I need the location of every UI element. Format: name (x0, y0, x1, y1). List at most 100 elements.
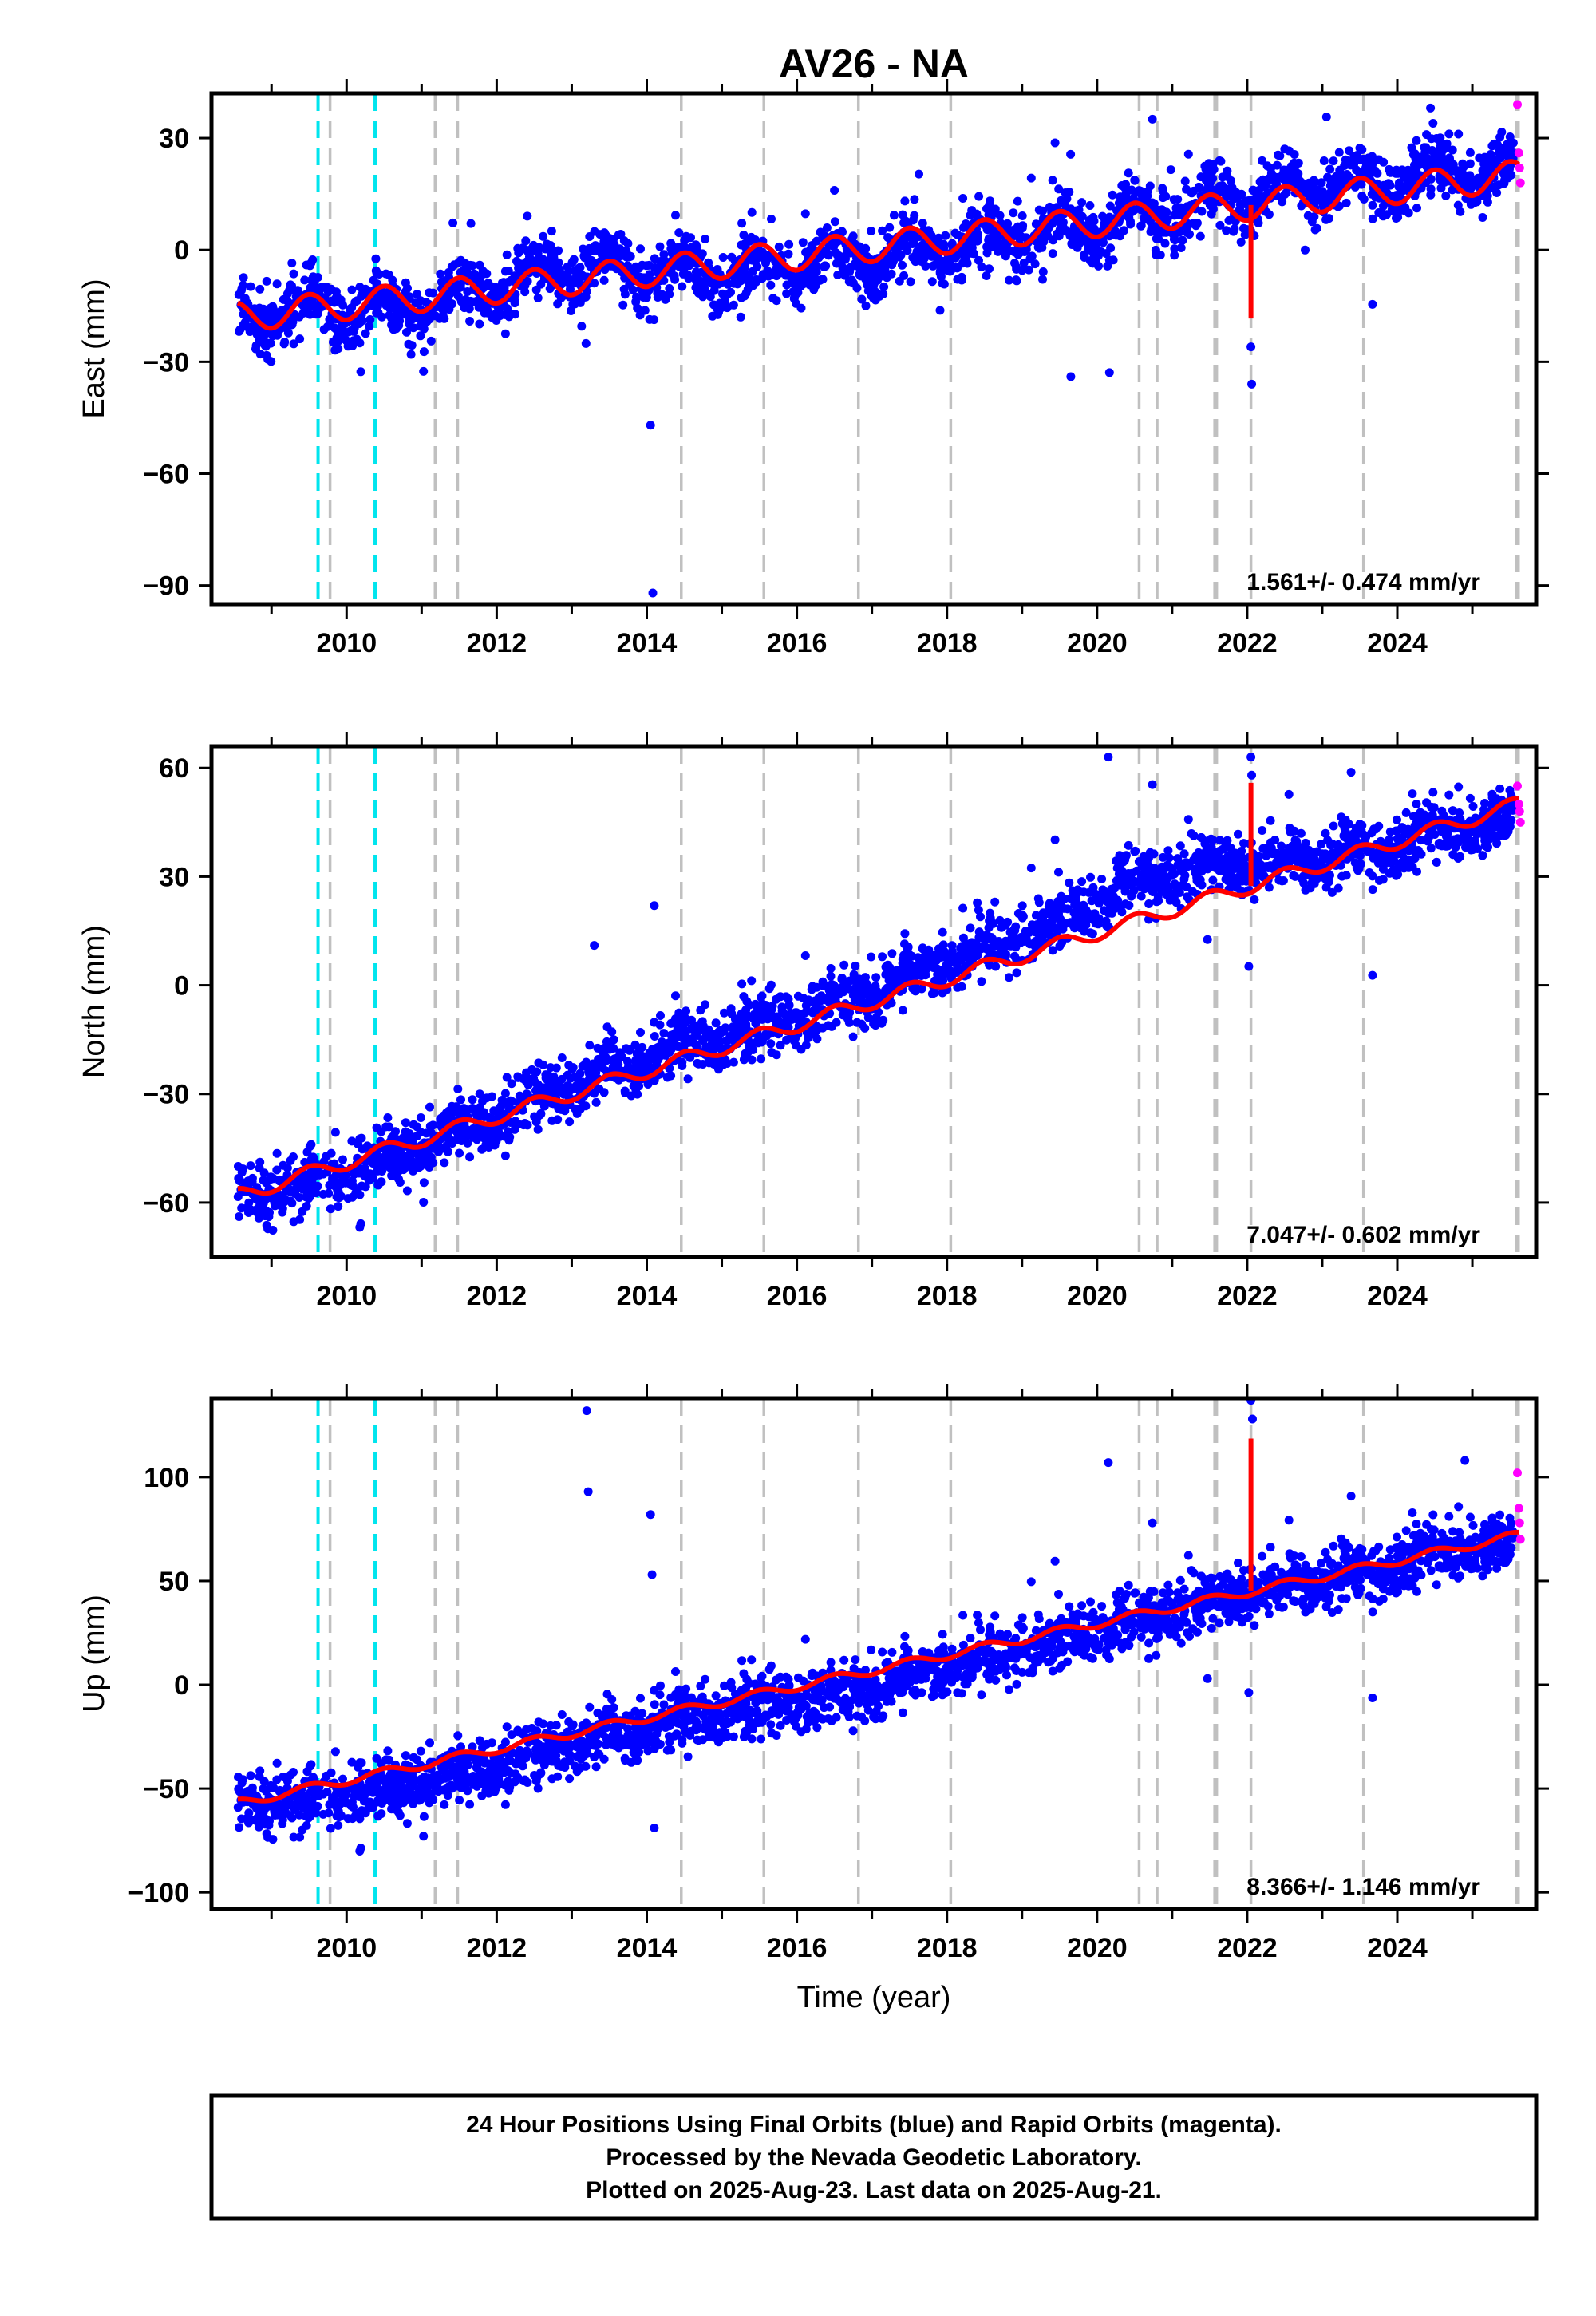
east-final-orbit-point (1444, 129, 1454, 139)
north-final-orbit-point (1404, 824, 1412, 834)
east-final-orbit-point (463, 287, 472, 296)
north-final-orbit-point (1384, 839, 1393, 848)
north-final-orbit-point (409, 1166, 418, 1176)
east-final-orbit-point (1013, 196, 1022, 206)
east-final-orbit-point (659, 250, 669, 259)
east-final-orbit-point (900, 196, 910, 206)
east-final-orbit-point (421, 298, 431, 307)
east-final-orbit-point (1340, 161, 1349, 170)
east-final-orbit-point (1116, 231, 1125, 241)
north-final-orbit-point (1005, 973, 1013, 982)
east-final-orbit-point (1319, 156, 1329, 165)
east-y-tick-label: −60 (143, 459, 189, 489)
east-final-orbit-point (713, 305, 722, 314)
east-final-orbit-point (338, 322, 347, 331)
east-final-orbit-point (938, 279, 947, 288)
north-final-orbit-point (1003, 917, 1013, 927)
east-final-orbit-point (990, 240, 999, 250)
north-final-orbit-point (729, 1057, 738, 1067)
east-final-orbit-point (1183, 149, 1193, 159)
north-final-orbit-point (461, 1132, 471, 1142)
east-final-orbit-point (1048, 249, 1057, 259)
east-x-tick-label: 2010 (316, 628, 377, 658)
east-final-orbit-point (852, 283, 862, 293)
east-final-orbit-point (551, 247, 561, 256)
north-final-orbit-point (701, 1042, 711, 1052)
east-final-orbit-point (869, 294, 879, 303)
north-final-orbit-point (666, 1071, 676, 1081)
north-final-orbit-point (1301, 838, 1310, 848)
east-final-orbit-point (347, 285, 357, 294)
north-final-orbit-point (1086, 872, 1095, 882)
north-final-orbit-point (976, 912, 985, 922)
north-final-orbit-point (1158, 852, 1167, 862)
north-final-orbit-point (1018, 911, 1028, 920)
east-outlier-point (1246, 342, 1256, 352)
north-final-orbit-point (1037, 937, 1047, 946)
east-final-orbit-point (637, 291, 646, 301)
east-final-orbit-point (1482, 160, 1491, 170)
east-final-orbit-point (816, 275, 824, 285)
east-final-orbit-point (968, 237, 978, 247)
east-final-orbit-point (873, 263, 883, 273)
north-final-orbit-point (1238, 875, 1246, 885)
north-final-orbit-point (1368, 871, 1377, 881)
east-final-orbit-point (1394, 191, 1404, 200)
north-final-orbit-point (1378, 864, 1388, 874)
north-final-orbit-point (630, 1057, 640, 1066)
east-final-orbit-point (1088, 212, 1098, 222)
east-final-orbit-point (466, 219, 476, 228)
east-final-orbit-point (405, 292, 414, 302)
east-final-orbit-point (610, 252, 619, 261)
east-final-orbit-point (1170, 244, 1179, 254)
east-final-orbit-point (620, 290, 630, 299)
north-final-orbit-point (1244, 962, 1254, 971)
east-final-orbit-point (1124, 168, 1133, 178)
north-final-orbit-point (1346, 768, 1356, 777)
east-final-orbit-point (1505, 132, 1515, 141)
east-final-orbit-point (322, 322, 332, 331)
east-final-orbit-point (737, 219, 747, 228)
north-final-orbit-point (710, 1036, 719, 1045)
north-final-orbit-point (772, 1050, 781, 1060)
east-model-line (236, 159, 1521, 331)
east-final-orbit-point (1128, 205, 1137, 215)
east-final-orbit-point (1120, 183, 1130, 192)
north-plot-area (233, 746, 1525, 1257)
north-final-orbit-point (908, 984, 918, 994)
north-final-orbit-point (1195, 856, 1204, 865)
north-final-orbit-point (429, 1120, 438, 1130)
east-final-orbit-point (444, 299, 454, 309)
east-final-orbit-point (599, 275, 609, 285)
east-final-orbit-point (322, 283, 331, 291)
east-final-orbit-point (1455, 171, 1464, 180)
east-final-orbit-point (958, 223, 968, 232)
north-final-orbit-point (966, 923, 975, 933)
north-final-orbit-point (1045, 899, 1054, 908)
north-final-orbit-point (397, 1149, 406, 1159)
north-final-orbit-point (1034, 898, 1044, 907)
east-final-orbit-point (1264, 176, 1273, 186)
east-final-orbit-point (1222, 226, 1231, 235)
north-final-orbit-point (1127, 891, 1136, 901)
north-final-orbit-point (1103, 907, 1112, 916)
east-final-orbit-point (1336, 181, 1345, 191)
north-final-orbit-point (1285, 851, 1294, 860)
north-final-orbit-point (1272, 857, 1282, 867)
east-final-orbit-point (1215, 220, 1225, 230)
east-final-orbit-point (977, 262, 986, 271)
north-final-orbit-point (300, 1157, 310, 1167)
east-final-orbit-point (848, 231, 858, 241)
north-final-orbit-point (1108, 887, 1116, 897)
east-final-orbit-point (463, 302, 472, 311)
east-final-orbit-point (1480, 152, 1489, 162)
east-final-orbit-point (476, 275, 484, 284)
east-final-orbit-point (1462, 180, 1472, 189)
east-final-orbit-point (1160, 239, 1170, 248)
east-final-orbit-point (1399, 206, 1408, 215)
north-final-orbit-point (772, 994, 780, 1004)
east-final-orbit-point (950, 228, 960, 238)
north-final-orbit-point (911, 971, 921, 981)
east-final-orbit-point (402, 327, 411, 337)
east-final-orbit-point (1495, 132, 1505, 142)
